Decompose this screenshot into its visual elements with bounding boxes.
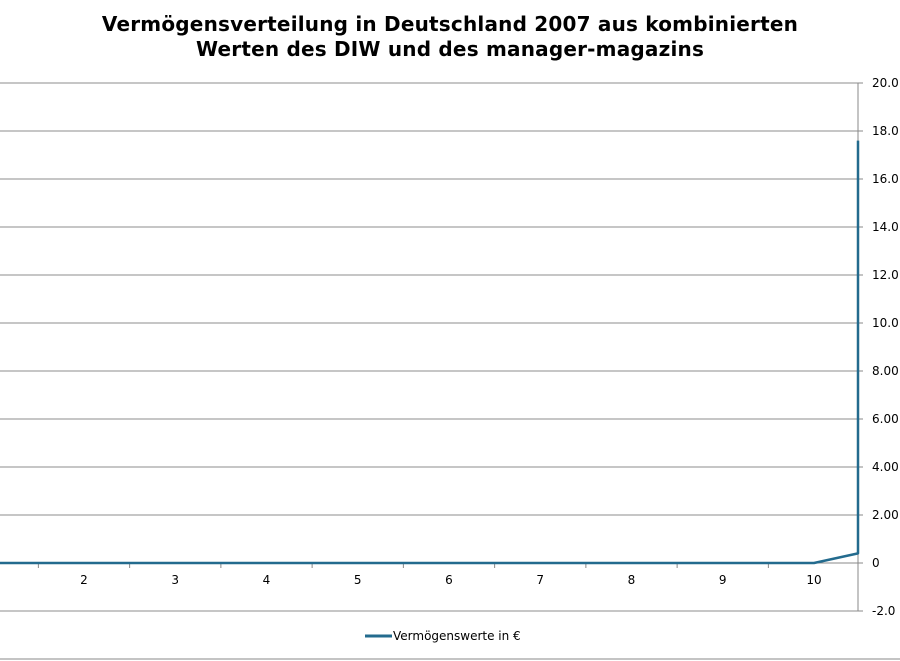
y-tick-label: 18.0 bbox=[872, 124, 899, 138]
y-tick-label: 10.0 bbox=[872, 316, 899, 330]
y-tick-label: 0 bbox=[872, 556, 880, 570]
y-tick-label: 20.0 bbox=[872, 76, 899, 90]
y-tick-label: 16.0 bbox=[872, 172, 899, 186]
y-tick-label: 12.0 bbox=[872, 268, 899, 282]
y-tick-label: 4.00 bbox=[872, 460, 899, 474]
x-tick-label: 2 bbox=[80, 573, 88, 587]
x-tick-label: 9 bbox=[719, 573, 727, 587]
x-tick-label: 5 bbox=[354, 573, 362, 587]
x-tick-label: 4 bbox=[263, 573, 271, 587]
y-tick-label: 8.00 bbox=[872, 364, 899, 378]
x-tick-label: 7 bbox=[536, 573, 544, 587]
chart-title-line-2: Werten des DIW und des manager-magazins bbox=[195, 37, 705, 61]
y-tick-label: 14.0 bbox=[872, 220, 899, 234]
legend-label: Vermögenswerte in € bbox=[393, 629, 521, 643]
x-tick-label: 6 bbox=[445, 573, 453, 587]
y-tick-label: 2.00 bbox=[872, 508, 899, 522]
x-tick-label: 3 bbox=[171, 573, 179, 587]
x-tick-label: 10 bbox=[806, 573, 821, 587]
y-tick-label: -2.0 bbox=[872, 604, 895, 618]
chart-title-line-1: Vermögensverteilung in Deutschland 2007 … bbox=[101, 12, 799, 36]
x-tick-label: 8 bbox=[628, 573, 636, 587]
series-line bbox=[0, 140, 860, 565]
y-tick-label: 6.00 bbox=[872, 412, 899, 426]
